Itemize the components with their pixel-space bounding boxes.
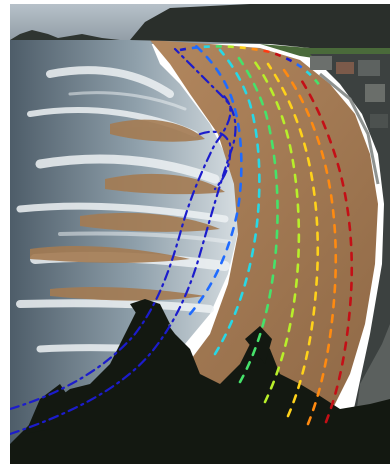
contour-line bbox=[179, 45, 322, 87]
contour-line bbox=[188, 44, 243, 316]
contour-line bbox=[234, 52, 279, 384]
contour-line bbox=[198, 130, 232, 191]
photo-frame bbox=[10, 4, 390, 464]
contour-line bbox=[10, 47, 237, 436]
beach-photo bbox=[10, 4, 390, 464]
sand-bars bbox=[30, 119, 225, 301]
contour-line bbox=[282, 68, 338, 426]
beach-sand bbox=[70, 40, 378, 464]
contour-overlay bbox=[10, 44, 354, 436]
contour-line bbox=[10, 94, 232, 411]
foreground-trees bbox=[10, 299, 390, 464]
cliff bbox=[130, 4, 390, 48]
contour-line bbox=[266, 62, 320, 418]
contour-line bbox=[250, 56, 301, 404]
